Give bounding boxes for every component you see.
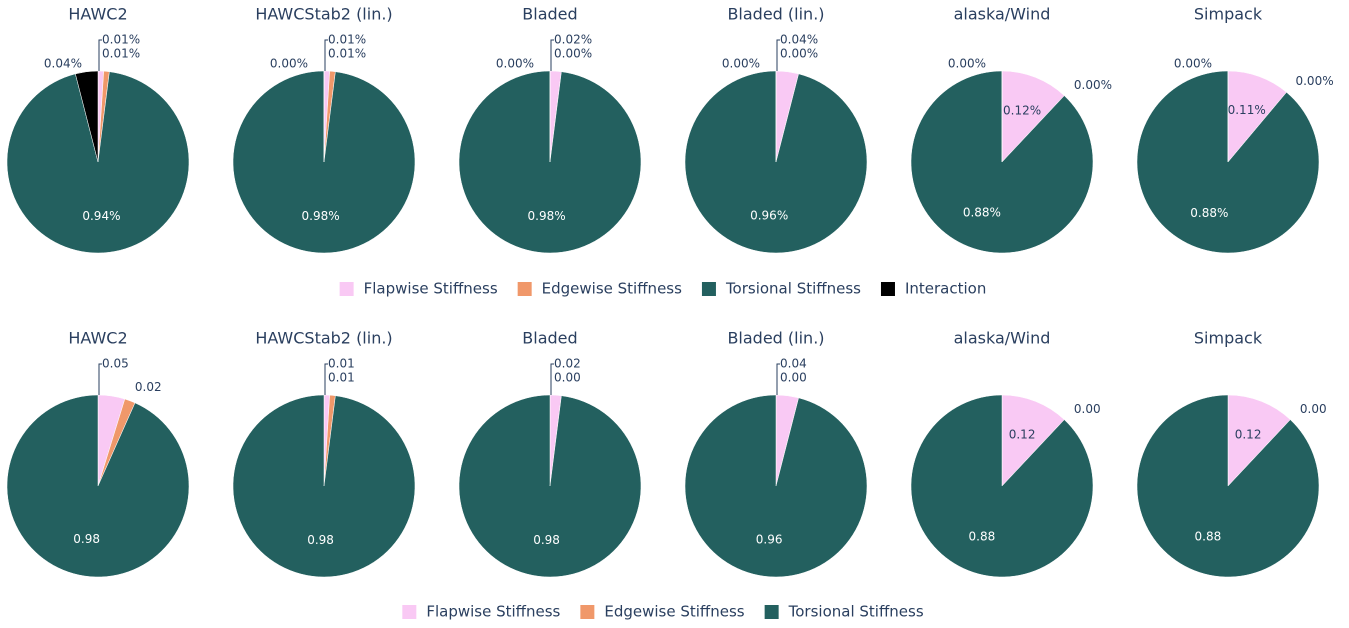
slice-label: 0.00% <box>780 47 818 61</box>
leader-line <box>776 39 780 71</box>
legend-swatch <box>880 282 895 296</box>
legend-swatch <box>764 605 779 619</box>
pie-title: Bladed <box>522 5 577 24</box>
slice-label: 0.98% <box>302 209 340 223</box>
pie-slice <box>1136 394 1320 578</box>
slice-label: 0.00 <box>1074 402 1101 416</box>
leader-line <box>550 363 554 395</box>
pie-slice <box>75 70 99 163</box>
leader-line <box>550 39 554 71</box>
slice-label: 0.12 <box>1009 428 1036 442</box>
pie-title: HAWC2 <box>68 329 127 348</box>
leader-line <box>324 363 328 395</box>
pie-slice <box>1227 394 1291 487</box>
legend-swatch <box>339 282 354 296</box>
pie-title: alaska/Wind <box>954 5 1051 24</box>
pie-title: HAWCStab2 (lin.) <box>255 5 392 24</box>
pie-title: Bladed (lin.) <box>727 329 824 348</box>
slice-label: 0.12% <box>1003 104 1041 118</box>
pie-slice <box>1001 70 1065 163</box>
pie-title: Simpack <box>1194 5 1263 24</box>
legend-swatch <box>402 605 417 619</box>
slice-label: 0.98 <box>73 532 100 546</box>
slice-label: 0.00% <box>722 57 760 71</box>
slice-label: 0.00 <box>1300 402 1327 416</box>
slice-label: 0.01% <box>328 47 366 61</box>
pie-slice <box>232 394 416 578</box>
legend-label: Edgewise Stiffness <box>604 603 744 621</box>
slice-label: 0.00% <box>270 57 308 71</box>
legend-swatch <box>580 605 595 619</box>
legend-label: Torsional Stiffness <box>788 603 924 621</box>
slice-label: 0.96 <box>756 533 783 547</box>
slice-label: 0.01 <box>328 357 355 371</box>
pie-slice <box>6 71 190 254</box>
slice-label: 0.04% <box>44 57 82 71</box>
slice-label: 0.98 <box>533 533 560 547</box>
legend-label: Interaction <box>905 280 986 298</box>
slice-label: 0.88% <box>963 205 1001 219</box>
slice-label: 0.04% <box>780 33 818 47</box>
legend-label: Flapwise Stiffness <box>426 603 560 621</box>
leader-line <box>776 363 780 395</box>
pie-title: Bladed <box>522 329 577 348</box>
leader-line <box>98 363 102 395</box>
slice-label: 0.04 <box>780 357 807 371</box>
pie-title: alaska/Wind <box>954 329 1051 348</box>
slice-label: 0.11% <box>1228 103 1266 117</box>
slice-label: 0.88 <box>969 529 996 543</box>
slice-label: 0.00% <box>1074 78 1112 92</box>
slice-label: 0.01 <box>328 371 355 385</box>
slice-label: 0.00 <box>554 371 581 385</box>
pie-title: HAWCStab2 (lin.) <box>255 329 392 348</box>
pie-slice <box>6 394 190 578</box>
slice-label: 0.01% <box>102 33 140 47</box>
slice-label: 0.94% <box>82 209 120 223</box>
slice-label: 0.02 <box>135 380 162 394</box>
leader-line <box>324 39 328 71</box>
pie-title: HAWC2 <box>68 5 127 24</box>
pie-title: Simpack <box>1194 329 1263 348</box>
slice-label: 0.00% <box>1295 74 1333 88</box>
legend-swatch <box>517 282 532 296</box>
legend-swatch <box>701 282 716 296</box>
slice-label: 0.00 <box>780 371 807 385</box>
slice-label: 0.00% <box>496 57 534 71</box>
slice-label: 0.01% <box>328 33 366 47</box>
legend-label: Torsional Stiffness <box>725 280 861 298</box>
pie-slice <box>684 394 868 578</box>
legend-label: Flapwise Stiffness <box>364 280 498 298</box>
leader-line <box>98 39 102 71</box>
slice-label: 0.88% <box>1190 206 1228 220</box>
slice-label: 0.88 <box>1195 529 1222 543</box>
pie-slice <box>910 394 1094 578</box>
pie-slice <box>458 394 642 578</box>
slice-label: 0.98% <box>528 209 566 223</box>
legend-label: Edgewise Stiffness <box>542 280 682 298</box>
slice-label: 0.00% <box>948 57 986 71</box>
slice-label: 0.00% <box>1174 57 1212 71</box>
slice-label: 0.01% <box>102 47 140 61</box>
slice-label: 0.05 <box>102 357 129 371</box>
slice-label: 0.98 <box>307 533 334 547</box>
slice-label: 0.02% <box>554 33 592 47</box>
slice-label: 0.00% <box>554 47 592 61</box>
slice-label: 0.12 <box>1235 428 1262 442</box>
pie-slice <box>1001 394 1065 487</box>
slice-label: 0.02 <box>554 357 581 371</box>
slice-label: 0.96% <box>750 209 788 223</box>
pie-title: Bladed (lin.) <box>727 5 824 24</box>
